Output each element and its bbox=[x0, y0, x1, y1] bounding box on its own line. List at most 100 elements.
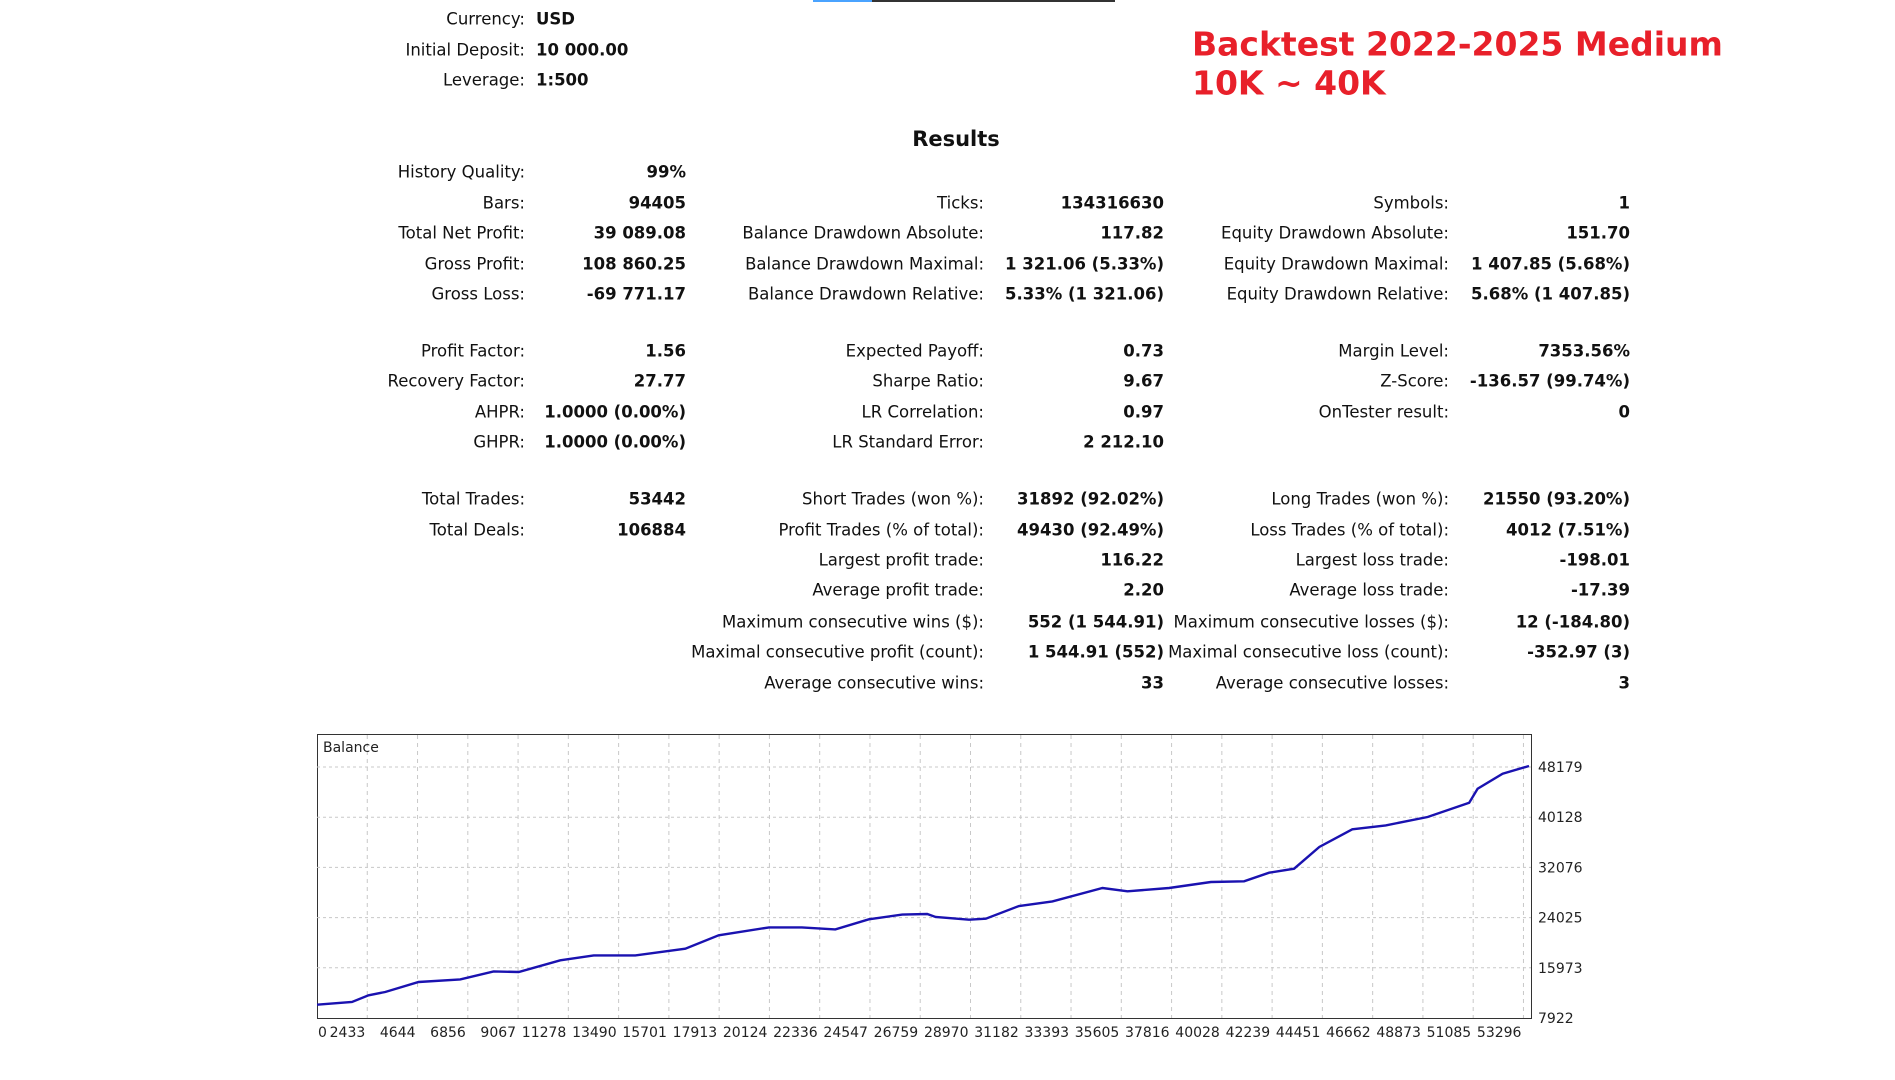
x-tick-label: 31182 bbox=[974, 1025, 1019, 1041]
stat-value: -198.01 bbox=[1559, 550, 1630, 570]
stat-label: GHPR: bbox=[473, 432, 525, 452]
stat-label: Long Trades (won %): bbox=[1271, 489, 1449, 509]
stat-label: Equity Drawdown Relative: bbox=[1226, 284, 1449, 304]
stat-value: 94405 bbox=[628, 193, 686, 213]
stat-label: Short Trades (won %): bbox=[802, 489, 984, 509]
stat-label: Largest loss trade: bbox=[1295, 550, 1449, 570]
progress-indicator bbox=[813, 0, 872, 2]
stat-value: 99% bbox=[646, 162, 687, 182]
stat-value: 1 544.91 (552) bbox=[1027, 642, 1164, 662]
stat-label: Average profit trade: bbox=[812, 580, 984, 600]
stat-value: -69 771.17 bbox=[586, 284, 686, 304]
stat-value: 12 (-184.80) bbox=[1515, 612, 1630, 632]
x-tick-label: 42239 bbox=[1226, 1025, 1271, 1041]
results-heading: Results bbox=[912, 127, 1000, 151]
stat-label: Equity Drawdown Absolute: bbox=[1221, 223, 1449, 243]
x-tick-label: 40028 bbox=[1175, 1025, 1220, 1041]
x-tick-label: 26759 bbox=[874, 1025, 919, 1041]
y-tick-label: 32076 bbox=[1538, 860, 1583, 876]
stat-label: AHPR: bbox=[474, 402, 525, 422]
stat-value: -352.97 (3) bbox=[1527, 642, 1630, 662]
stat-label: Average consecutive losses: bbox=[1215, 673, 1449, 693]
stat-value: 5.68% (1 407.85) bbox=[1471, 284, 1630, 304]
stat-label: Largest profit trade: bbox=[818, 550, 984, 570]
x-tick-label: 0 bbox=[318, 1025, 327, 1041]
stat-value: 27.77 bbox=[633, 371, 686, 391]
stat-value: -17.39 bbox=[1570, 580, 1630, 600]
balance-series-line bbox=[317, 764, 1530, 1006]
stat-value: 1.0000 (0.00%) bbox=[544, 402, 686, 422]
x-tick-label: 2433 bbox=[330, 1025, 366, 1041]
y-tick-label: 24025 bbox=[1538, 911, 1583, 927]
currency-value: USD bbox=[536, 9, 575, 29]
stat-label: Expected Payoff: bbox=[845, 341, 984, 361]
stat-value: 106884 bbox=[617, 520, 686, 540]
stat-value: 1 bbox=[1618, 193, 1630, 213]
stat-label: Maximal consecutive loss (count): bbox=[1168, 642, 1449, 662]
x-tick-label: 20124 bbox=[723, 1025, 768, 1041]
x-tick-label: 28970 bbox=[924, 1025, 969, 1041]
stat-label: Sharpe Ratio: bbox=[872, 371, 984, 391]
stat-label: Ticks: bbox=[937, 193, 984, 213]
x-tick-label: 35605 bbox=[1075, 1025, 1120, 1041]
chart-title: Balance bbox=[323, 740, 379, 756]
stat-value: 49430 (92.49%) bbox=[1017, 520, 1164, 540]
stat-label: Balance Drawdown Absolute: bbox=[742, 223, 984, 243]
currency-label: Currency: bbox=[446, 9, 525, 29]
stat-value: 1 407.85 (5.68%) bbox=[1471, 254, 1630, 274]
y-tick-label: 48179 bbox=[1538, 760, 1583, 776]
stat-label: LR Standard Error: bbox=[832, 432, 984, 452]
stat-label: Total Trades: bbox=[421, 489, 525, 509]
stat-value: 117.82 bbox=[1100, 223, 1164, 243]
stat-label: Z-Score: bbox=[1380, 371, 1449, 391]
x-tick-label: 53296 bbox=[1477, 1025, 1522, 1041]
stat-value: 2.20 bbox=[1123, 580, 1164, 600]
stat-label: LR Correlation: bbox=[861, 402, 984, 422]
x-tick-label: 6856 bbox=[430, 1025, 466, 1041]
x-tick-label: 24547 bbox=[823, 1025, 868, 1041]
stat-value: 151.70 bbox=[1566, 223, 1630, 243]
stat-label: Total Deals: bbox=[429, 520, 526, 540]
stat-label: Average loss trade: bbox=[1289, 580, 1449, 600]
x-tick-label: 37816 bbox=[1125, 1025, 1170, 1041]
stat-label: Maximum consecutive losses ($): bbox=[1173, 612, 1449, 632]
overlay-title-line2: 10K ~ 40K bbox=[1192, 63, 1386, 103]
stat-value: 1 321.06 (5.33%) bbox=[1005, 254, 1164, 274]
x-tick-label: 4644 bbox=[380, 1025, 416, 1041]
stat-label: Total Net Profit: bbox=[398, 223, 525, 243]
x-tick-label: 44451 bbox=[1276, 1025, 1321, 1041]
leverage-label: Leverage: bbox=[442, 70, 525, 90]
stat-label: Recovery Factor: bbox=[387, 371, 525, 391]
y-tick-label: 7922 bbox=[1538, 1011, 1574, 1027]
stat-value: 31892 (92.02%) bbox=[1017, 489, 1164, 509]
deposit-value: 10 000.00 bbox=[536, 40, 629, 60]
stat-value: 53442 bbox=[628, 489, 686, 509]
stat-value: -136.57 (99.74%) bbox=[1469, 371, 1630, 391]
x-tick-label: 48873 bbox=[1376, 1025, 1421, 1041]
stat-label: Maximal consecutive profit (count): bbox=[691, 642, 984, 662]
stat-label: Gross Profit: bbox=[424, 254, 525, 274]
x-tick-label: 9067 bbox=[480, 1025, 516, 1041]
stat-label: Maximum consecutive wins ($): bbox=[722, 612, 984, 632]
chart-frame bbox=[317, 734, 1532, 1019]
stat-value: 7353.56% bbox=[1538, 341, 1630, 361]
stat-label: Balance Drawdown Maximal: bbox=[745, 254, 984, 274]
leverage-value: 1:500 bbox=[536, 70, 589, 90]
stat-value: 1.56 bbox=[645, 341, 686, 361]
stat-value: 9.67 bbox=[1123, 371, 1164, 391]
stat-value: 552 (1 544.91) bbox=[1027, 612, 1164, 632]
stat-label: History Quality: bbox=[397, 162, 525, 182]
stat-value: 0.73 bbox=[1123, 341, 1164, 361]
x-tick-label: 11278 bbox=[522, 1025, 567, 1041]
stat-value: 108 860.25 bbox=[582, 254, 686, 274]
stat-label: Bars: bbox=[482, 193, 525, 213]
x-tick-label: 15701 bbox=[622, 1025, 667, 1041]
stat-label: Equity Drawdown Maximal: bbox=[1223, 254, 1449, 274]
stat-label: Balance Drawdown Relative: bbox=[747, 284, 984, 304]
stat-label: Loss Trades (% of total): bbox=[1250, 520, 1449, 540]
y-tick-label: 40128 bbox=[1538, 810, 1583, 826]
x-tick-label: 33393 bbox=[1024, 1025, 1069, 1041]
x-tick-label: 46662 bbox=[1326, 1025, 1371, 1041]
stat-value: 134316630 bbox=[1060, 193, 1164, 213]
